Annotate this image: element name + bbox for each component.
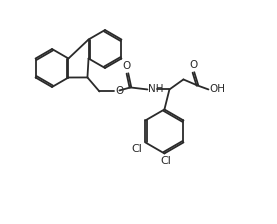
Text: OH: OH	[209, 84, 225, 95]
Text: Cl: Cl	[132, 144, 142, 154]
Text: O: O	[116, 86, 124, 97]
Text: O: O	[189, 60, 198, 70]
Text: Cl: Cl	[160, 156, 171, 166]
Text: O: O	[122, 61, 130, 71]
Text: NH: NH	[148, 84, 164, 95]
